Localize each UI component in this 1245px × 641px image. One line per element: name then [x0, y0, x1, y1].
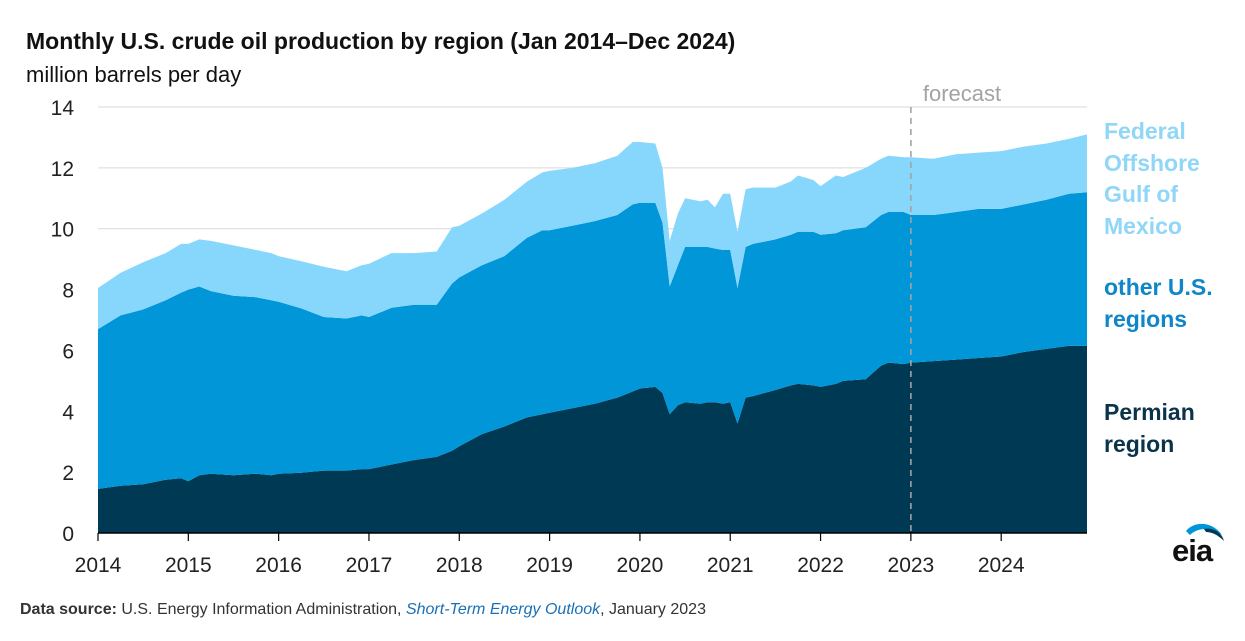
- y-tick-label-14: 14: [51, 97, 75, 120]
- y-tick-label-8: 8: [62, 280, 74, 303]
- eia-logo-text: eia: [1172, 533, 1213, 568]
- y-tick-label-12: 12: [51, 158, 74, 181]
- x-tick-label-2023: 2023: [888, 554, 935, 577]
- legend-permian-region: Permian region: [1104, 397, 1214, 460]
- eia-logo: eia: [1164, 519, 1226, 569]
- y-tick-label-0: 0: [62, 523, 74, 546]
- eia-logo-swoosh-icon: [1186, 523, 1224, 541]
- x-tick-label-2020: 2020: [617, 554, 664, 577]
- area-other-us-regions: [98, 192, 1087, 489]
- legend-other-us-regions: other U.S. regions: [1104, 272, 1244, 335]
- x-tick-label-2022: 2022: [797, 554, 844, 577]
- source-date: , January 2023: [600, 601, 706, 618]
- x-tick-label-2018: 2018: [436, 554, 483, 577]
- legend-permian-text: Permian region: [1104, 399, 1195, 457]
- y-tick-label-10: 10: [51, 219, 74, 242]
- source-label: Data source:: [20, 601, 117, 618]
- stacked-areas: [98, 134, 1087, 533]
- chart-title: Monthly U.S. crude oil production by reg…: [26, 28, 736, 54]
- y-tick-label-2: 2: [62, 462, 74, 485]
- x-tick-label-2024: 2024: [978, 554, 1025, 577]
- x-tick-label-2016: 2016: [255, 554, 302, 577]
- x-tick-label-2021: 2021: [707, 554, 754, 577]
- y-axis-unit: million barrels per day: [26, 62, 242, 87]
- area-gulf-of-mexico: [98, 134, 1087, 330]
- x-tick-label-2019: 2019: [526, 554, 573, 577]
- y-tick-label-4: 4: [62, 401, 74, 424]
- forecast-label: forecast: [923, 81, 1001, 106]
- source-text: U.S. Energy Information Administration,: [121, 601, 402, 618]
- area-permian-region: [98, 345, 1087, 533]
- x-tick-label-2014: 2014: [75, 554, 122, 577]
- x-tick-label-2015: 2015: [165, 554, 212, 577]
- legend-other-text: other U.S. regions: [1104, 274, 1213, 332]
- x-tick-label-2017: 2017: [346, 554, 393, 577]
- data-source: Data source: U.S. Energy Information Adm…: [20, 601, 706, 619]
- legend-gulf-text: Federal Offshore Gulf of Mexico: [1104, 118, 1200, 239]
- source-publication-link[interactable]: Short-Term Energy Outlook: [405, 601, 601, 618]
- forecast-marker: forecast: [910, 81, 1001, 533]
- axes: 0 2 4 6 8 10 12 14 2014 2015 2016 2017 2018 2019 2020 2…: [51, 97, 1087, 577]
- y-tick-label-6: 6: [62, 340, 74, 363]
- legend-gulf-of-mexico: Federal Offshore Gulf of Mexico: [1104, 116, 1234, 242]
